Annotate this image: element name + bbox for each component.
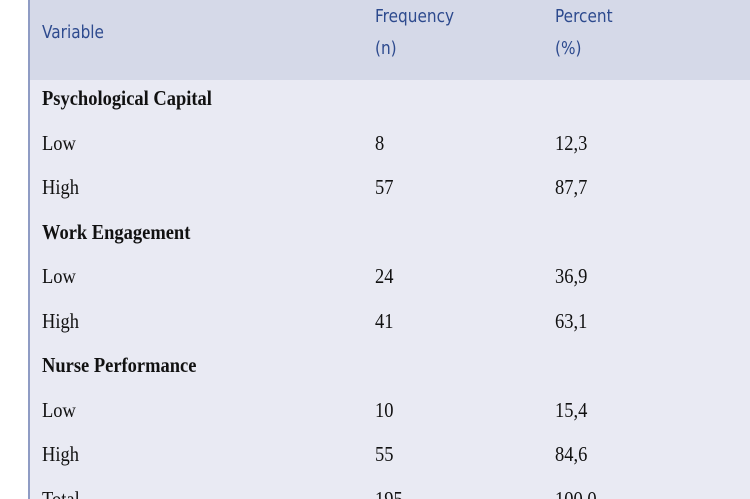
cell: 12,3: [555, 130, 588, 155]
header-frequency-unit: (n): [375, 38, 397, 59]
cell: 87,7: [555, 175, 588, 199]
header-percent: Percent: [555, 6, 613, 27]
header-variable: Variable: [42, 22, 104, 43]
cell: 63,1: [555, 308, 588, 333]
cell: 10: [375, 397, 394, 422]
header-percent-unit: (%): [555, 38, 582, 59]
cell: 84,6: [555, 442, 588, 466]
row-label: Low: [42, 130, 76, 155]
table: Variable Frequency (n) Percent (%) Psych…: [28, 0, 750, 499]
row-label: Low: [42, 397, 76, 422]
cell: 55: [375, 442, 394, 466]
row-label: Total: [42, 486, 80, 499]
section-label: Work Engagement: [42, 219, 191, 244]
cell: 57: [375, 175, 394, 199]
cell: 8: [375, 130, 385, 155]
table-header: Variable Frequency (n) Percent (%): [30, 0, 750, 80]
cell: 41: [375, 308, 394, 333]
cell: 24: [375, 264, 394, 288]
row-label: High: [42, 442, 79, 466]
header-frequency: Frequency: [375, 6, 455, 27]
cell: 36,9: [555, 264, 588, 288]
cell: 15,4: [555, 397, 588, 422]
section-label: Nurse Performance: [42, 353, 197, 377]
row-label: Low: [42, 264, 76, 288]
row-label: High: [42, 308, 79, 333]
cell: 100,0: [555, 486, 597, 499]
cell: 195: [375, 486, 403, 499]
row-label: High: [42, 175, 79, 199]
section-label: Psychological Capital: [42, 86, 212, 110]
